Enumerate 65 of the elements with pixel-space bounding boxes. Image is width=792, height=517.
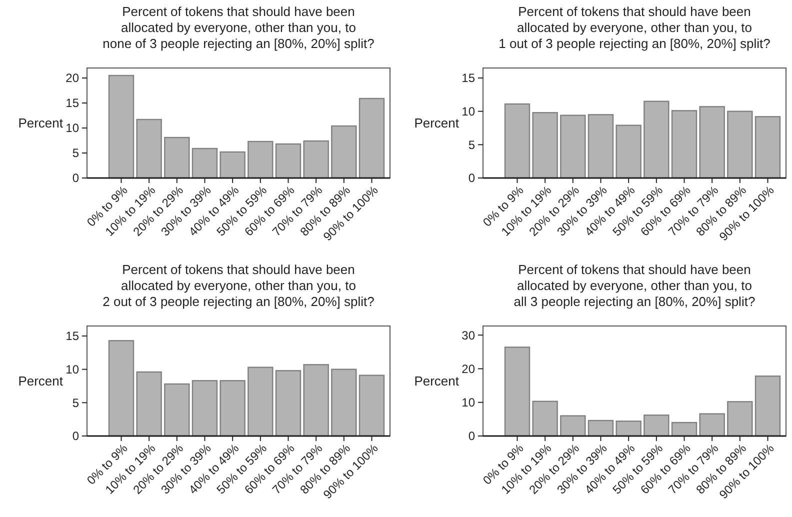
chart-title: Percent of tokens that should have been allocated by everyone, other than you, to none of 3 people rejecting an [80%, 20%] split? [102, 4, 374, 51]
y-tick-label: 0 [468, 429, 476, 444]
bar [248, 366, 274, 437]
y-axis-title: Percent [18, 116, 64, 131]
chart-title: Percent of tokens that should have been allocated by everyone, other than you, to 2 out of 3 people rejecting an [80%, 20%] split? [102, 262, 374, 309]
bar [220, 151, 246, 179]
y-tick-label: 30 [462, 328, 476, 342]
bar [644, 100, 670, 179]
bar [671, 422, 698, 437]
bar [331, 125, 357, 179]
y-tick-label: 5 [72, 396, 80, 410]
bar [303, 140, 329, 179]
bar [248, 140, 274, 179]
y-tick-label: 10 [66, 121, 80, 136]
y-tick-label: 15 [462, 71, 476, 86]
bar [727, 401, 753, 437]
bar [504, 346, 530, 437]
y-tick-label: 5 [468, 138, 476, 152]
chart-title: Percent of tokens that should have been allocated by everyone, other than you, to all 3 people rejecting an [80%, 20%] split? [514, 262, 756, 309]
bar [560, 114, 586, 179]
bar [504, 103, 530, 179]
bar [616, 124, 642, 179]
bar [560, 415, 586, 437]
y-tick-label: 10 [462, 104, 476, 119]
bar [358, 374, 385, 437]
bar [136, 118, 162, 179]
bar [754, 376, 781, 437]
bar [588, 114, 614, 179]
y-tick-label: 10 [66, 362, 80, 377]
y-tick-label: 0 [72, 171, 80, 186]
y-tick-label: 15 [66, 96, 80, 110]
chart-title: Percent of tokens that should have been allocated by everyone, other than you, to 1 out of 3 people rejecting an [80%, 20%] split? [498, 4, 770, 51]
y-tick-label: 20 [462, 362, 476, 376]
bar [275, 370, 302, 437]
bar [192, 380, 218, 437]
y-axis-title: Percent [414, 374, 460, 389]
bar [727, 110, 753, 179]
bar [358, 98, 385, 179]
y-tick-label: 10 [462, 396, 476, 410]
bar [331, 368, 357, 437]
bar [108, 340, 134, 437]
bar [644, 414, 670, 437]
y-axis-title: Percent [18, 374, 64, 389]
bar [699, 413, 725, 437]
y-tick-label: 20 [66, 71, 80, 86]
bar [588, 420, 614, 437]
bar [303, 364, 329, 437]
bar [136, 371, 162, 437]
y-tick-label: 15 [66, 329, 80, 344]
y-tick-label: 5 [72, 146, 80, 160]
bar [699, 106, 725, 179]
bar [671, 110, 698, 179]
bar [532, 112, 558, 179]
bar [164, 383, 190, 437]
y-tick-label: 0 [72, 429, 80, 444]
bar [616, 420, 642, 437]
bar [754, 116, 781, 179]
bar [532, 400, 558, 437]
bar [192, 148, 218, 179]
y-tick-label: 0 [468, 171, 476, 186]
bar [220, 380, 246, 437]
bar [275, 143, 302, 179]
bar [164, 136, 190, 179]
y-axis-title: Percent [414, 116, 460, 131]
bar [108, 74, 134, 179]
